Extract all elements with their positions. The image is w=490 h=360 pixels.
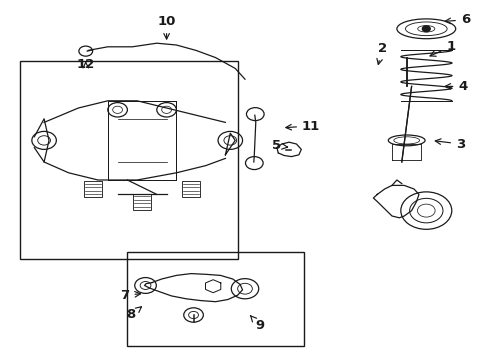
Text: 2: 2 xyxy=(377,42,387,64)
Text: 10: 10 xyxy=(157,15,176,39)
Text: 3: 3 xyxy=(435,138,465,150)
Bar xyxy=(84,181,102,197)
Bar xyxy=(182,181,200,197)
Circle shape xyxy=(422,26,430,32)
Text: 9: 9 xyxy=(250,316,264,332)
Text: 4: 4 xyxy=(445,80,467,93)
Text: 11: 11 xyxy=(286,120,320,132)
Bar xyxy=(127,252,304,346)
Text: 1: 1 xyxy=(430,40,455,56)
Text: 7: 7 xyxy=(121,289,141,302)
Bar xyxy=(133,194,151,210)
Text: 8: 8 xyxy=(127,307,142,321)
Text: 6: 6 xyxy=(445,13,470,26)
Bar xyxy=(20,61,238,259)
Text: 5: 5 xyxy=(272,139,288,152)
Text: 12: 12 xyxy=(76,58,95,71)
